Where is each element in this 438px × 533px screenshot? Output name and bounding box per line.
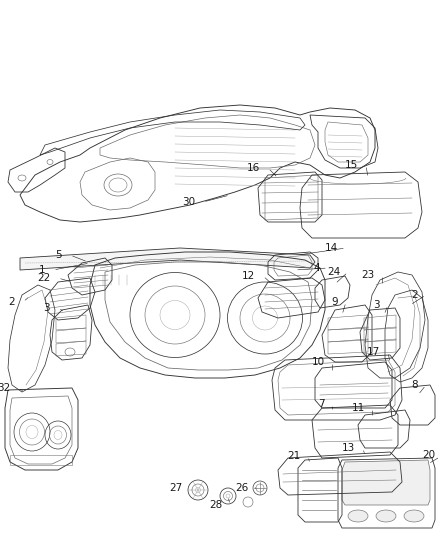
- Polygon shape: [20, 248, 315, 270]
- Text: 7: 7: [318, 399, 325, 409]
- Text: 2: 2: [8, 297, 15, 307]
- Text: 1: 1: [39, 265, 45, 275]
- Text: 20: 20: [422, 450, 435, 460]
- Text: 8: 8: [411, 380, 418, 390]
- Ellipse shape: [348, 510, 368, 522]
- Text: 24: 24: [327, 267, 340, 277]
- Ellipse shape: [376, 510, 396, 522]
- Text: 10: 10: [312, 357, 325, 367]
- Text: 3: 3: [373, 300, 380, 310]
- Text: 21: 21: [287, 451, 300, 461]
- Text: 23: 23: [362, 270, 375, 280]
- Ellipse shape: [404, 510, 424, 522]
- Text: 17: 17: [367, 347, 380, 357]
- Text: 15: 15: [345, 160, 358, 170]
- Text: 32: 32: [0, 383, 10, 393]
- Text: 13: 13: [342, 443, 355, 453]
- Text: 26: 26: [235, 483, 248, 493]
- Polygon shape: [342, 460, 430, 505]
- Text: 9: 9: [332, 297, 338, 307]
- Text: 12: 12: [242, 271, 255, 281]
- Text: 28: 28: [209, 500, 222, 510]
- Text: 16: 16: [247, 163, 260, 173]
- Text: 11: 11: [352, 403, 365, 413]
- Text: 22: 22: [37, 273, 50, 283]
- Text: 14: 14: [325, 243, 338, 253]
- Text: 5: 5: [55, 250, 62, 260]
- Text: 30: 30: [182, 197, 195, 207]
- Text: 27: 27: [169, 483, 182, 493]
- Text: 4: 4: [313, 263, 320, 273]
- Text: 2: 2: [411, 290, 418, 300]
- Text: 3: 3: [43, 303, 50, 313]
